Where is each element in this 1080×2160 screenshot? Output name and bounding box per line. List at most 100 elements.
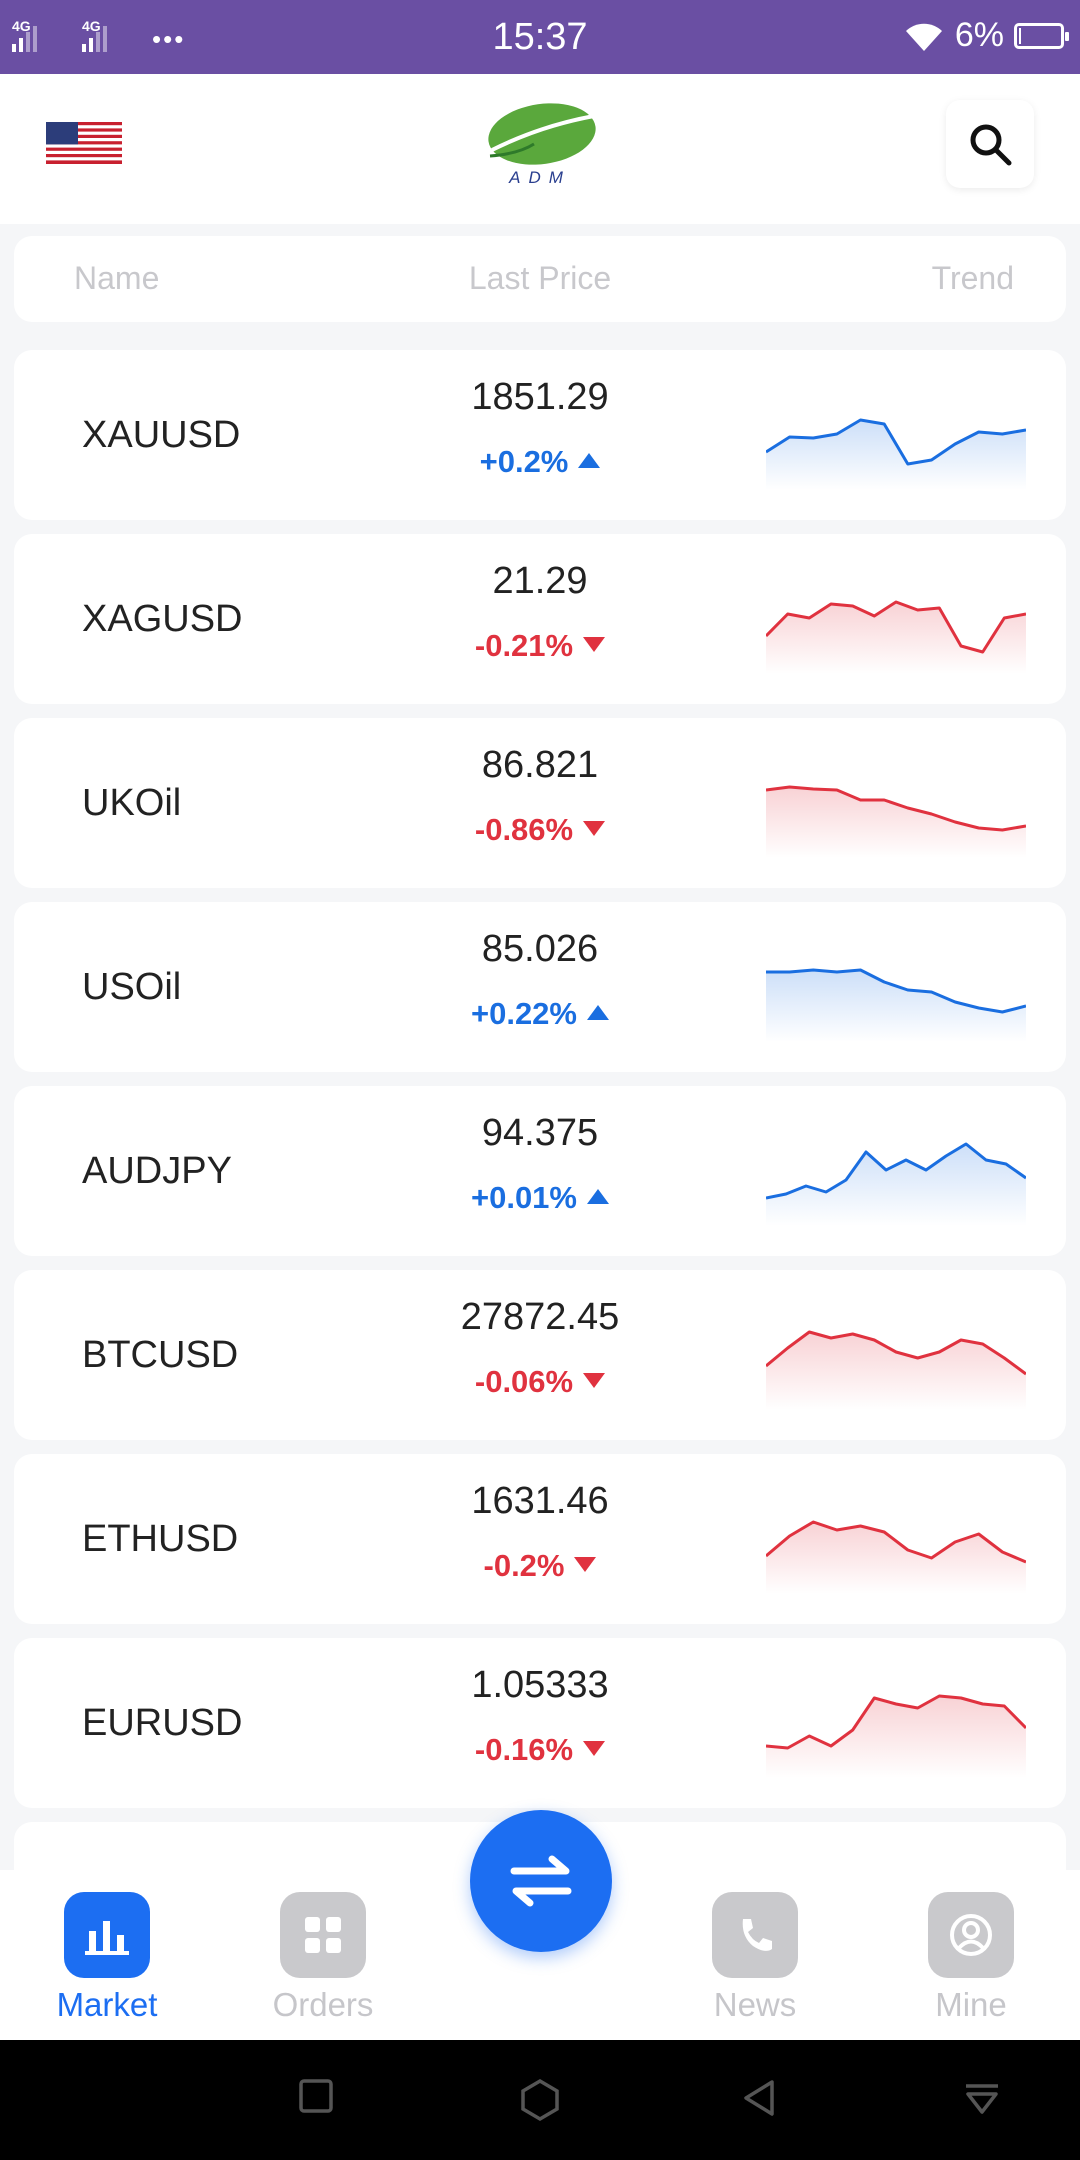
market-price: 27872.45 — [460, 1296, 620, 1338]
market-change: +0.01% — [14, 1180, 1066, 1216]
trend-sparkline — [766, 418, 1026, 490]
trend-area — [766, 787, 1026, 858]
market-symbol: UKOil — [82, 782, 182, 824]
market-change-value: +0.2% — [479, 444, 569, 479]
market-change-value: -0.21% — [474, 628, 574, 663]
change-direction-icon — [587, 1189, 609, 1204]
market-price: 86.821 — [481, 744, 599, 786]
status-time: 15:37 — [492, 16, 588, 58]
change-direction-icon — [583, 1741, 606, 1756]
trend-line — [766, 1694, 1026, 1750]
trend-line — [766, 1520, 1026, 1564]
market-symbol: XAUUSD — [82, 414, 241, 456]
us-flag-icon[interactable] — [46, 122, 122, 164]
market-change: +0.2% — [14, 444, 1066, 480]
market-change: -0.21% — [14, 628, 1066, 664]
status-bar: 4G 4G ••• 15:37 6% — [0, 0, 1080, 74]
trend-sparkline — [766, 600, 1026, 674]
market-symbol: USOil — [82, 966, 182, 1008]
market-price: 1851.29 — [471, 376, 609, 418]
search-icon — [970, 124, 1012, 166]
notification-shade-icon[interactable] — [962, 2078, 1002, 2118]
change-direction-icon — [587, 1005, 609, 1020]
market-change-value: +0.22% — [470, 996, 577, 1031]
trend-sparkline — [766, 785, 1026, 858]
trend-line — [766, 418, 1026, 466]
nav-mine[interactable]: Mine — [896, 1892, 1046, 2024]
market-change-value: -0.2% — [483, 1548, 565, 1583]
nav-orders[interactable]: Orders — [248, 1892, 398, 2024]
trend-line — [766, 785, 1026, 832]
logo-text: ADM — [509, 168, 571, 187]
system-navigation-bar — [0, 2040, 1080, 2160]
trade-swap-button[interactable] — [470, 1810, 612, 1952]
nav-market[interactable]: Market — [32, 1892, 182, 2024]
market-row[interactable]: AUDJPY 94.375 +0.01% — [14, 1086, 1066, 1256]
app-header: ADM — [0, 74, 1080, 224]
battery-percent: 6% — [954, 16, 1004, 54]
grid-icon — [305, 1917, 341, 1953]
nav-label: News — [713, 1986, 797, 2023]
market-symbol: EURUSD — [82, 1702, 243, 1744]
battery-icon — [1014, 22, 1069, 49]
trend-line — [766, 968, 1026, 1014]
trend-area — [766, 1332, 1026, 1410]
signal-icon: 4G — [12, 18, 68, 52]
market-row[interactable]: BTCUSD 27872.45 -0.06% — [14, 1270, 1066, 1440]
market-symbol: AUDJPY — [82, 1150, 232, 1192]
market-change: -0.16% — [14, 1732, 1066, 1768]
change-direction-icon — [583, 1373, 606, 1388]
search-button[interactable] — [946, 100, 1034, 188]
more-notifications-icon: ••• — [152, 24, 186, 54]
back-icon[interactable] — [740, 2078, 780, 2118]
recent-apps-icon[interactable] — [298, 2078, 334, 2114]
market-price: 1.05333 — [471, 1664, 609, 1706]
nav-label: Orders — [272, 1986, 374, 2023]
signal-icon: 4G — [82, 18, 138, 52]
market-change-value: -0.16% — [474, 1732, 574, 1767]
user-icon — [950, 1914, 992, 1956]
market-row[interactable]: XAUUSD 1851.29 +0.2% — [14, 350, 1066, 520]
nav-label: Market — [56, 1986, 158, 2023]
market-price: 85.026 — [481, 928, 599, 970]
market-price: 21.29 — [492, 560, 588, 602]
home-icon[interactable] — [518, 2078, 562, 2122]
market-symbol: BTCUSD — [82, 1334, 239, 1376]
market-change: +0.22% — [14, 996, 1066, 1032]
market-symbol: ETHUSD — [82, 1518, 239, 1560]
market-price: 94.375 — [481, 1112, 599, 1154]
trend-area — [766, 1144, 1026, 1226]
change-direction-icon — [574, 1557, 597, 1572]
trend-sparkline — [766, 1142, 1026, 1226]
market-symbol: XAGUSD — [82, 598, 243, 640]
market-price: 1631.46 — [471, 1480, 609, 1522]
column-last-price: Last Price — [468, 260, 612, 296]
trend-area — [766, 420, 1026, 490]
market-row[interactable]: ETHUSD 1631.46 -0.2% — [14, 1454, 1066, 1624]
trend-sparkline — [766, 1330, 1026, 1410]
nav-label: Mine — [935, 1986, 1007, 2023]
market-change: -0.2% — [14, 1548, 1066, 1584]
trend-line — [766, 1330, 1026, 1376]
market-row[interactable]: USOil 85.026 +0.22% — [14, 902, 1066, 1072]
trend-sparkline — [766, 1520, 1026, 1594]
adm-logo: ADM — [478, 96, 602, 196]
trend-area — [766, 602, 1026, 674]
market-row[interactable]: EURUSD 1.05333 -0.16% — [14, 1638, 1066, 1808]
market-table-header: Name Last Price Trend — [14, 236, 1066, 322]
trend-line — [766, 600, 1026, 654]
wifi-icon — [905, 23, 942, 51]
phone-icon — [742, 1919, 772, 1951]
nav-news[interactable]: News — [680, 1892, 830, 2024]
change-direction-icon — [578, 453, 601, 468]
market-row[interactable]: UKOil 86.821 -0.86% — [14, 718, 1066, 888]
swap-arrows-icon — [510, 1855, 572, 1907]
leaf-logo-icon — [488, 103, 596, 165]
market-row[interactable]: XAGUSD 21.29 -0.21% — [14, 534, 1066, 704]
column-trend: Trend — [931, 260, 1014, 296]
change-direction-icon — [583, 637, 606, 652]
bar-chart-icon — [85, 1921, 129, 1955]
column-name: Name — [74, 260, 160, 296]
market-change-value: -0.86% — [474, 812, 574, 847]
trend-sparkline — [766, 1694, 1026, 1778]
